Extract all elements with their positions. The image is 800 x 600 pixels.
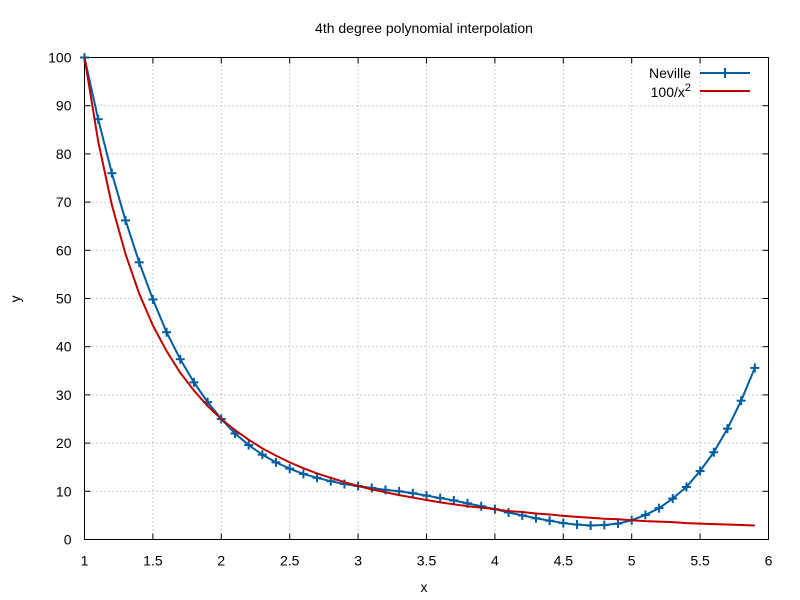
data-point-neville	[545, 516, 555, 526]
data-point-neville	[298, 469, 308, 479]
data-point-neville	[244, 440, 254, 450]
data-point-neville	[681, 482, 691, 492]
data-point-neville	[572, 520, 582, 530]
x-tick-label: 5.5	[690, 553, 710, 569]
legend-label-neville: Neville	[649, 65, 691, 81]
data-point-neville	[435, 493, 445, 503]
y-tick-label: 40	[56, 339, 72, 355]
data-point-neville	[121, 215, 131, 225]
y-tick-label: 0	[64, 532, 72, 548]
data-point-neville	[257, 450, 267, 460]
x-tick-label: 5	[628, 553, 636, 569]
x-tick-label: 2.5	[280, 553, 300, 569]
data-point-neville	[189, 377, 199, 387]
axis-ticks: 1 1.5 2 2.5 3 3.5 4 4.5 5 5.5 60102030405060708090…	[48, 50, 772, 569]
data-point-neville	[134, 257, 144, 267]
data-point-neville	[339, 479, 349, 489]
data-point-neville	[148, 294, 158, 304]
data-point-neville	[668, 494, 678, 504]
x-tick-label: 6	[765, 553, 773, 569]
y-tick-label: 50	[56, 291, 72, 307]
plot-frame	[84, 57, 769, 540]
x-tick-label: 3.5	[417, 553, 437, 569]
data-point-neville	[709, 447, 719, 457]
data-point-neville	[408, 488, 418, 498]
x-tick-label: 4	[491, 553, 499, 569]
grid	[84, 57, 769, 540]
legend: Neville 100/x2	[649, 65, 750, 100]
data-point-neville	[722, 424, 732, 434]
series-layer	[80, 53, 760, 531]
data-point-neville	[285, 464, 295, 474]
data-point-neville	[271, 457, 281, 467]
legend-label-inverse-square: 100/x2	[651, 82, 691, 100]
data-point-neville	[175, 354, 185, 364]
data-point-neville	[476, 501, 486, 511]
x-tick-label: 2	[217, 553, 225, 569]
data-point-neville	[558, 518, 568, 528]
x-tick-label: 1.5	[143, 553, 163, 569]
y-tick-label: 90	[56, 98, 72, 114]
data-point-neville	[599, 520, 609, 530]
data-point-neville	[736, 396, 746, 406]
data-point-neville	[640, 510, 650, 520]
chart-title: 4th degree polynomial interpolation	[315, 20, 533, 36]
data-point-neville	[586, 521, 596, 531]
y-axis-label: y	[7, 296, 23, 303]
data-point-neville	[695, 466, 705, 476]
legend-label-inverse-square-base: 100/x	[651, 84, 685, 100]
legend-label-inverse-square-exponent: 2	[685, 82, 691, 94]
legend-marker-neville	[720, 68, 730, 78]
y-tick-label: 10	[56, 483, 72, 499]
y-tick-label: 60	[56, 242, 72, 258]
x-tick-label: 4.5	[554, 553, 574, 569]
data-point-neville	[750, 363, 760, 373]
series-line-neville	[83, 57, 756, 527]
data-point-neville	[312, 473, 322, 483]
data-point-neville	[613, 519, 623, 529]
data-point-neville	[422, 491, 431, 501]
data-point-neville	[504, 508, 514, 518]
y-tick-label: 30	[56, 387, 72, 403]
data-point-neville	[531, 513, 541, 523]
y-tick-label: 20	[56, 435, 72, 451]
data-point-neville	[654, 503, 664, 513]
x-tick-label: 3	[354, 553, 362, 569]
y-tick-label: 70	[56, 194, 72, 210]
y-tick-label: 100	[48, 50, 72, 66]
data-point-neville	[162, 327, 172, 337]
series-line-inverse-square	[83, 57, 755, 527]
x-tick-label: 1	[81, 553, 89, 569]
x-axis-label: x	[421, 579, 428, 595]
y-tick-label: 80	[56, 146, 72, 162]
data-point-neville	[107, 168, 117, 178]
